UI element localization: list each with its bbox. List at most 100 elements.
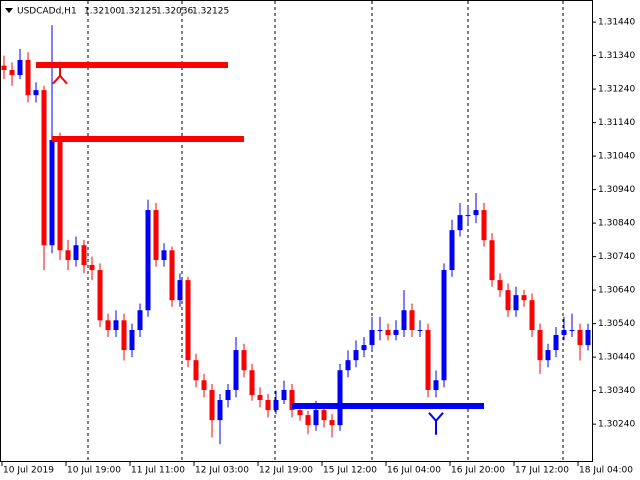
vertical-grid <box>87 1 564 462</box>
signal-arrow <box>52 61 68 85</box>
candle-body <box>105 320 111 330</box>
candle-body <box>433 380 439 390</box>
candle-body <box>513 295 519 311</box>
candle-body <box>577 330 583 346</box>
y-tick-label: 1.30840 <box>598 219 635 229</box>
candle-body <box>169 250 175 301</box>
candle-body <box>33 90 39 96</box>
y-tick-label: 1.30440 <box>598 353 635 363</box>
candle-body <box>121 320 127 351</box>
candle-body <box>321 410 327 421</box>
y-tick-label: 1.31040 <box>598 152 635 162</box>
y-tick-label: 1.30640 <box>598 286 635 296</box>
candle-body <box>177 280 183 301</box>
candle-body <box>73 245 79 260</box>
y-tick-label: 1.31140 <box>598 118 635 128</box>
candle-body <box>225 389 231 401</box>
candle-body <box>137 310 143 330</box>
candle-body <box>553 335 559 351</box>
candle-body <box>537 330 543 361</box>
candle-body <box>265 400 271 411</box>
candle-body <box>97 270 103 321</box>
candle-body <box>377 330 383 331</box>
header-quote: 1.32125 <box>120 7 157 17</box>
y-tick-label: 1.30240 <box>598 420 635 430</box>
y-tick-label: 1.30340 <box>598 386 635 396</box>
x-tick-label: 15 Jul 12:00 <box>323 466 377 476</box>
candle-body <box>313 410 319 426</box>
candle-body <box>361 345 367 351</box>
candle-body <box>329 420 335 426</box>
candle-body <box>65 250 71 260</box>
y-tick-label: 1.31340 <box>598 51 635 61</box>
x-tick-label: 12 Jul 03:00 <box>195 466 249 476</box>
candle-body <box>81 245 87 266</box>
candle-body <box>409 310 415 330</box>
y-tick-label: 1.31440 <box>598 18 635 28</box>
candle-body <box>369 330 375 346</box>
candle-body <box>129 330 135 351</box>
candle-body <box>497 280 503 291</box>
header-quote: 1.32036 <box>156 7 193 17</box>
candle-body <box>401 310 407 330</box>
x-tick-label: 17 Jul 12:00 <box>515 466 569 476</box>
candle-body <box>113 320 119 330</box>
candle-body <box>425 330 431 390</box>
candle-body <box>193 360 199 381</box>
candle-body <box>353 350 359 361</box>
candle-body <box>49 140 55 246</box>
signal-arrow <box>428 412 444 435</box>
candle-body <box>305 415 311 426</box>
candle-body <box>25 59 31 96</box>
candle-body <box>449 230 455 271</box>
x-tick-label: 12 Jul 19:00 <box>259 466 313 476</box>
candle-body <box>529 300 535 330</box>
x-tick-label: 11 Jul 11:00 <box>131 466 185 476</box>
candle-body <box>161 250 167 260</box>
candle-body <box>457 215 463 231</box>
plot-frame <box>0 0 593 462</box>
candle-body <box>89 265 95 271</box>
y-tick-label: 1.30540 <box>598 319 635 329</box>
candle-body <box>17 59 23 76</box>
y-tick-label: 1.31240 <box>598 85 635 95</box>
candle-body <box>209 389 215 421</box>
candle-body <box>337 370 343 426</box>
candle-body <box>473 210 479 216</box>
candle-body <box>233 350 239 390</box>
candle-body <box>281 389 287 401</box>
x-tick-label: 10 Jul 2019 <box>3 466 54 476</box>
candle-body <box>481 210 487 241</box>
candle-body <box>545 350 551 361</box>
menu-triangle <box>5 8 13 13</box>
chart-title: USDCADd,H1 <box>17 7 77 17</box>
candle-body <box>489 240 495 281</box>
y-tick-label: 1.30740 <box>598 252 635 262</box>
candle-body <box>57 140 63 251</box>
candle-body <box>441 270 447 381</box>
candle-body <box>569 330 575 331</box>
x-tick-label: 16 Jul 04:00 <box>387 466 441 476</box>
candle-body <box>217 400 223 421</box>
candle-body <box>345 360 351 371</box>
x-tick-label: 10 Jul 19:00 <box>67 466 121 476</box>
x-tick-label: 16 Jul 20:00 <box>451 466 505 476</box>
candle-body <box>241 350 247 371</box>
candle-body <box>465 215 471 217</box>
x-tick-label: 18 Jul 04:00 <box>579 466 633 476</box>
candle-body <box>1 65 7 71</box>
candle-body <box>521 295 527 301</box>
candle-body <box>561 330 567 336</box>
candle-body <box>153 210 159 260</box>
candle-body <box>201 380 207 390</box>
header-quote: 1.32100 <box>84 7 121 17</box>
candle-body <box>505 290 511 311</box>
candle-body <box>393 330 399 336</box>
candle-body <box>297 410 303 416</box>
candle-body <box>417 330 423 331</box>
candle-body <box>41 90 47 246</box>
candle-body <box>185 280 191 361</box>
candle-body <box>289 389 295 411</box>
candle-body <box>273 400 279 411</box>
